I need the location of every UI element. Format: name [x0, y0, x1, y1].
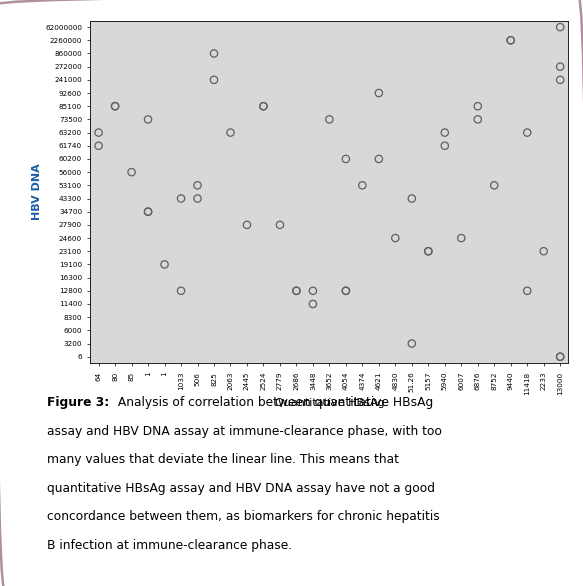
Point	[556, 352, 565, 362]
Point	[490, 180, 499, 190]
Point	[127, 168, 136, 177]
Text: concordance between them, as biomarkers for chronic hepatitis: concordance between them, as biomarkers …	[47, 510, 440, 523]
Point	[374, 154, 384, 163]
Point	[110, 101, 120, 111]
Point	[325, 115, 334, 124]
Point	[259, 101, 268, 111]
Point	[407, 194, 416, 203]
Point	[473, 115, 482, 124]
Point	[522, 286, 532, 295]
Y-axis label: HBV DNA: HBV DNA	[32, 163, 42, 220]
Point	[358, 180, 367, 190]
Text: many values that deviate the linear line. This means that: many values that deviate the linear line…	[47, 453, 399, 466]
Point	[473, 101, 482, 111]
Point	[506, 36, 515, 45]
Point	[209, 75, 219, 84]
Point	[440, 128, 449, 137]
Point	[110, 101, 120, 111]
Point	[391, 233, 400, 243]
Point	[556, 22, 565, 32]
Text: quantitative HBsAg assay and HBV DNA assay have not a good: quantitative HBsAg assay and HBV DNA ass…	[47, 482, 435, 495]
Point	[275, 220, 285, 230]
Point	[341, 286, 350, 295]
Point	[556, 352, 565, 362]
Point	[193, 180, 202, 190]
Text: B infection at immune-clearance phase.: B infection at immune-clearance phase.	[47, 539, 292, 551]
Point	[424, 247, 433, 256]
Point	[177, 194, 186, 203]
Point	[193, 194, 202, 203]
Point	[341, 286, 350, 295]
Text: assay and HBV DNA assay at immune-clearance phase, with too: assay and HBV DNA assay at immune-cleara…	[47, 425, 442, 438]
Point	[424, 247, 433, 256]
Point	[243, 220, 252, 230]
Point	[506, 36, 515, 45]
Point	[94, 141, 103, 151]
Text: Analysis of correlation between quantitative HBsAg: Analysis of correlation between quantita…	[114, 396, 433, 409]
Point	[94, 128, 103, 137]
Text: Figure 3:: Figure 3:	[47, 396, 109, 409]
Point	[292, 286, 301, 295]
Point	[556, 62, 565, 71]
Point	[143, 207, 153, 216]
Point	[226, 128, 235, 137]
Point	[143, 207, 153, 216]
Point	[407, 339, 416, 348]
Point	[308, 299, 318, 309]
Point	[209, 49, 219, 58]
Point	[259, 101, 268, 111]
Point	[292, 286, 301, 295]
Point	[539, 247, 549, 256]
X-axis label: Quantitative HBsAg: Quantitative HBsAg	[275, 397, 384, 407]
Point	[456, 233, 466, 243]
Point	[177, 286, 186, 295]
Point	[341, 154, 350, 163]
Point	[374, 88, 384, 98]
Point	[160, 260, 169, 269]
Point	[522, 128, 532, 137]
Point	[143, 115, 153, 124]
Point	[556, 75, 565, 84]
Point	[440, 141, 449, 151]
Point	[308, 286, 318, 295]
